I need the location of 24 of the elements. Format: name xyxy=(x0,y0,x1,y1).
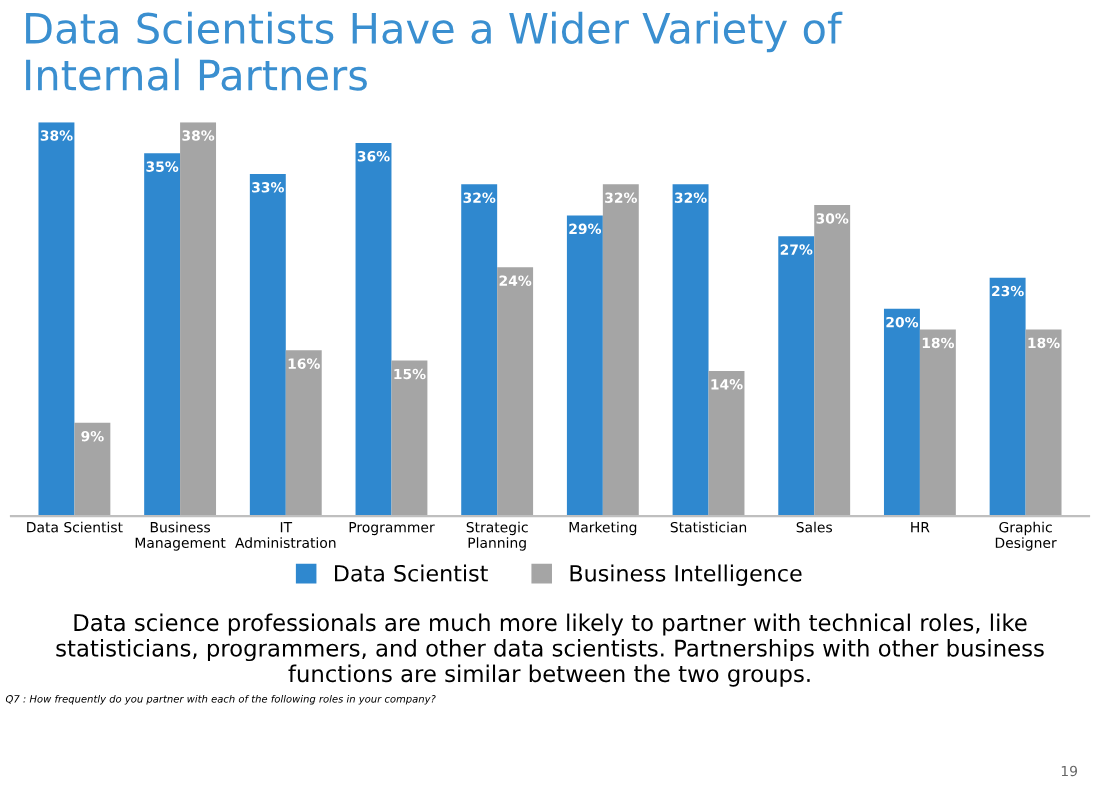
bar xyxy=(602,184,639,517)
bar xyxy=(989,277,1026,517)
legend-label: Data Scientist xyxy=(335,564,488,582)
bar xyxy=(566,215,603,517)
bar xyxy=(180,122,217,517)
bar xyxy=(391,360,428,517)
text: Data science professionals are much more likely to partner with technical roles, like statisticians, programmers, and other data scientists. Partnerships with other business functions are similar between the two groups. xyxy=(56,613,1044,687)
bar xyxy=(461,184,498,517)
legend-label: Business Intelligence xyxy=(570,564,802,586)
chart-title: Data Scientists Have a Wider Variety of Internal Partners xyxy=(26,11,843,91)
bar xyxy=(814,205,851,517)
bar xyxy=(74,422,111,517)
bar xyxy=(497,267,534,517)
bar xyxy=(144,153,181,517)
bar xyxy=(708,370,745,517)
bar xyxy=(883,308,920,517)
bar xyxy=(249,173,286,517)
bar xyxy=(919,329,956,517)
bar xyxy=(285,350,322,517)
bar xyxy=(1025,329,1062,517)
bar xyxy=(672,184,709,517)
bar xyxy=(355,142,392,517)
bar xyxy=(778,236,815,517)
bar xyxy=(38,122,75,517)
